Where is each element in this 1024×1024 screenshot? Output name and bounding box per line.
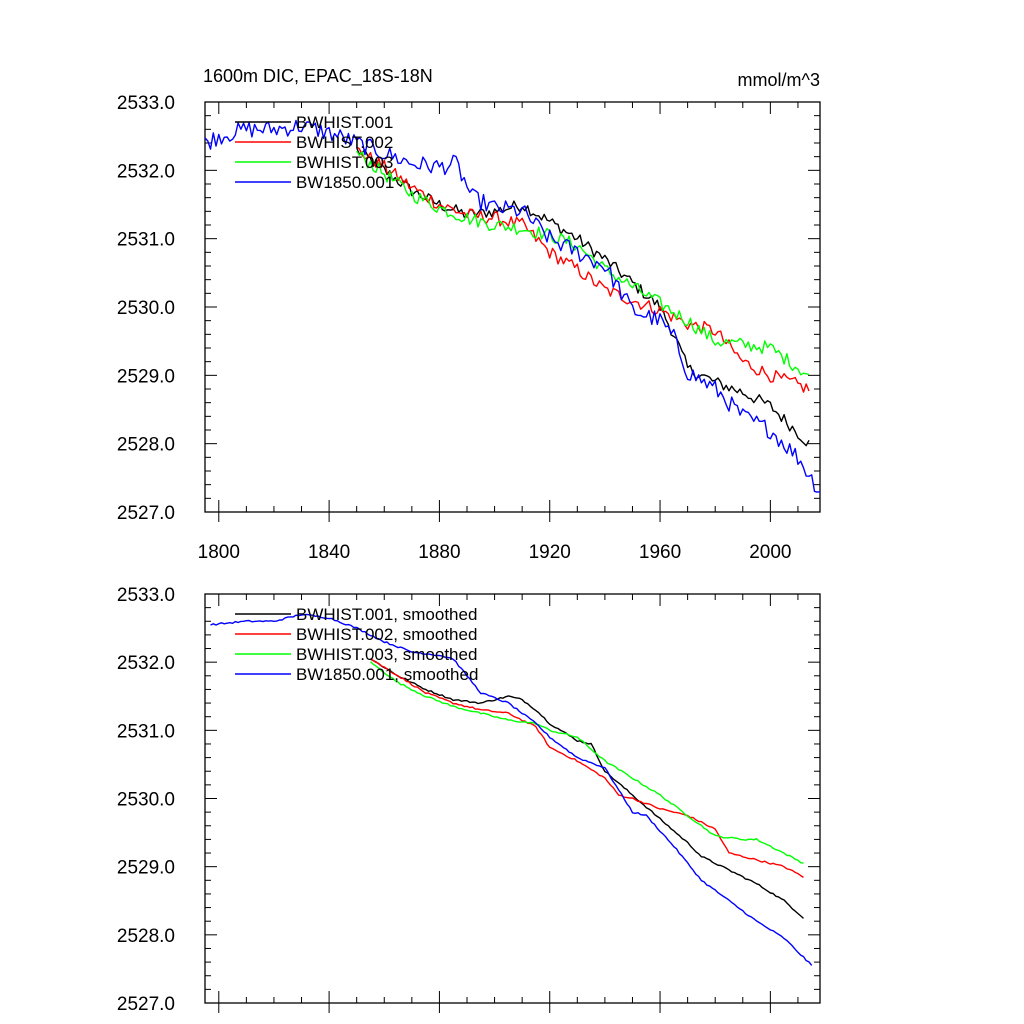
legend-label: BWHIST.002 bbox=[296, 133, 393, 152]
series-line-bwhist-002 bbox=[356, 146, 810, 393]
y-tick-label: 2527.0 bbox=[117, 503, 175, 524]
x-tick-label: 1800 bbox=[198, 542, 240, 563]
legend-label: BW1850.001, smoothed bbox=[296, 665, 478, 684]
x-tick-label: 1880 bbox=[418, 542, 460, 563]
legend-label: BWHIST.001 bbox=[296, 113, 393, 132]
x-tick-label: 1960 bbox=[639, 542, 681, 563]
legend-label: BWHIST.002, smoothed bbox=[296, 625, 477, 644]
y-tick-label: 2531.0 bbox=[117, 230, 175, 251]
series-line-bwhist-001 bbox=[356, 147, 810, 447]
y-tick-label: 2532.0 bbox=[117, 653, 175, 674]
y-tick-label: 2529.0 bbox=[117, 366, 175, 387]
y-tick-label: 2532.0 bbox=[117, 161, 175, 182]
series-line-bw1850-001 bbox=[205, 119, 820, 493]
series-line-bw1850-001-smoothed bbox=[210, 613, 813, 966]
top-panel: 2527.0 2528.0 2529.0 2530.0 2531.0 2532.0 2533… bbox=[117, 93, 821, 563]
y-tick-label: 2533.0 bbox=[117, 93, 175, 114]
chart-title: 1600m DIC, EPAC_18S-18N bbox=[203, 66, 433, 87]
bottom-panel: 2527.0 2528.0 2529.0 2530.0 2531.0 2532.0 2533… bbox=[117, 585, 821, 1015]
x-tick-label: 1920 bbox=[529, 542, 571, 563]
y-tick-label: 2529.0 bbox=[117, 858, 175, 879]
y-tick-label: 2527.0 bbox=[117, 994, 175, 1015]
y-tick-label: 2530.0 bbox=[117, 790, 175, 811]
series-line-bwhist-003 bbox=[356, 150, 810, 376]
legend-label: BWHIST.001, smoothed bbox=[296, 605, 477, 624]
y-tick-label: 2528.0 bbox=[117, 926, 175, 947]
series-line-bwhist-002-smoothed bbox=[370, 658, 804, 878]
x-tick-label: 2000 bbox=[749, 542, 791, 563]
legend-label: BWHIST.003 bbox=[296, 153, 393, 172]
y-tick-label: 2531.0 bbox=[117, 721, 175, 742]
y-tick-label: 2528.0 bbox=[117, 435, 175, 456]
legend-label: BWHIST.003, smoothed bbox=[296, 645, 477, 664]
series-line-bwhist-003-smoothed bbox=[370, 661, 804, 864]
series-line-bwhist-001-smoothed bbox=[370, 658, 804, 919]
x-tick-label: 1840 bbox=[308, 542, 350, 563]
y-tick-label: 2530.0 bbox=[117, 298, 175, 319]
units-label: mmol/m^3 bbox=[738, 70, 820, 90]
y-tick-label: 2533.0 bbox=[117, 585, 175, 606]
legend-label: BW1850.001 bbox=[296, 173, 394, 192]
